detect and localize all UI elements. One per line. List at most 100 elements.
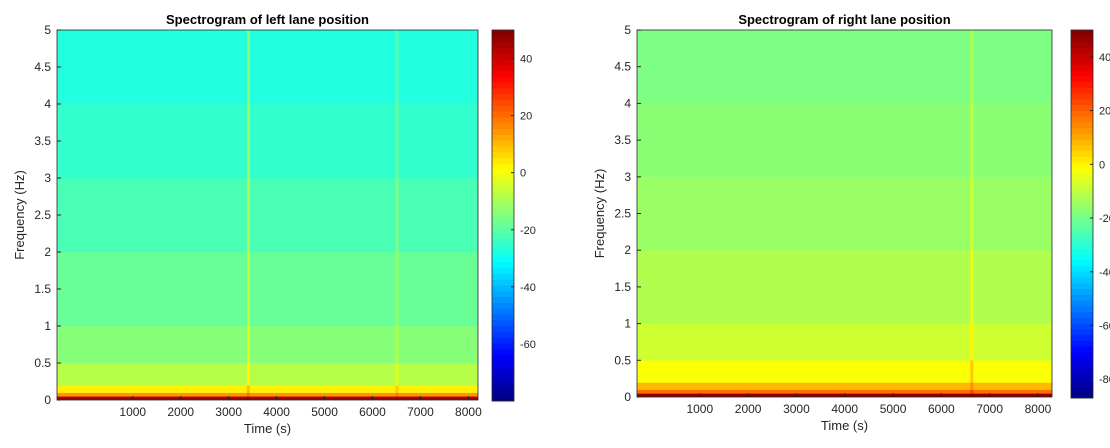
y-tick-label: 0 <box>624 390 631 404</box>
colorbar-swatch <box>492 192 514 199</box>
colorbar-swatch <box>1071 81 1093 88</box>
heatmap-cell <box>249 363 396 386</box>
colorbar-swatch <box>492 111 514 118</box>
colorbar-swatch <box>1071 248 1093 255</box>
heatmap-cell <box>246 385 251 393</box>
colorbar-swatch <box>492 325 514 332</box>
colorbar-box <box>491 29 515 402</box>
colorbar-swatch <box>492 261 514 269</box>
colorbar-swatch <box>1071 162 1093 169</box>
colorbar-swatch <box>1071 122 1093 129</box>
colorbar-swatch <box>492 360 514 367</box>
heatmap-cell <box>637 382 971 390</box>
colorbar-swatch <box>492 30 514 37</box>
heatmap-cell <box>249 396 396 400</box>
colorbar-swatch <box>1071 202 1093 209</box>
colorbar-swatch <box>492 116 514 124</box>
heatmap-cell <box>57 396 248 400</box>
heatmap-cell <box>973 30 1052 104</box>
colorbar-swatch <box>1071 323 1093 330</box>
heatmap-cell <box>973 382 1052 390</box>
colorbar-swatch <box>1071 30 1093 37</box>
colorbar-swatch <box>1071 283 1093 290</box>
heatmap-cell <box>395 392 399 397</box>
colorbar-swatch <box>1071 70 1093 77</box>
x-tick-label: 3000 <box>783 402 810 416</box>
x-tick-label: 7000 <box>407 405 434 419</box>
heatmap-cell <box>973 323 1052 361</box>
colorbar-swatch <box>1071 47 1093 54</box>
colorbar-swatch <box>1071 53 1093 60</box>
colorbar-swatch <box>492 47 514 54</box>
colorbar-swatch <box>1071 133 1093 140</box>
colorbar-swatch <box>1071 179 1093 186</box>
x-axis-label: Time (s) <box>821 418 868 433</box>
colorbar-swatch <box>492 395 514 402</box>
colorbar-swatch <box>492 383 514 390</box>
colorbar-swatch <box>1071 127 1093 134</box>
colorbar-swatch <box>492 157 514 164</box>
x-tick-label: 4000 <box>831 402 858 416</box>
colorbar-tick-label: -60 <box>520 339 536 351</box>
heatmap-cell <box>246 396 251 400</box>
colorbar-swatch <box>1071 334 1093 341</box>
colorbar-swatch <box>492 145 514 153</box>
x-tick-label: 8000 <box>455 405 482 419</box>
heatmap-cell <box>246 392 251 397</box>
colorbar-swatch <box>492 372 514 379</box>
colorbar-swatch <box>1071 116 1093 123</box>
heatmap-cell <box>57 252 248 327</box>
heatmap-cell <box>249 385 396 393</box>
colorbar-tick-label: 0 <box>520 168 526 180</box>
colorbar-swatch <box>1071 306 1093 313</box>
heatmap-cell <box>637 389 971 394</box>
heatmap-cell <box>57 178 248 253</box>
colorbar-swatch <box>492 41 514 48</box>
heatmap-cell <box>395 396 399 400</box>
x-axis-label: Time (s) <box>244 421 291 436</box>
heatmap-cell <box>970 176 974 251</box>
colorbar-swatch <box>492 105 514 112</box>
heatmap-cell <box>246 178 251 253</box>
heatmap-cell <box>970 323 974 361</box>
heatmap-cell <box>57 385 248 393</box>
colorbar-swatch <box>492 76 514 83</box>
colorbar-swatch <box>1071 294 1093 301</box>
colorbar-swatch <box>492 256 514 263</box>
colorbar-swatch <box>1071 300 1093 307</box>
y-tick-label: 2 <box>624 243 631 257</box>
y-tick-label: 3.5 <box>34 134 51 148</box>
y-tick-label: 3 <box>624 170 631 184</box>
colorbar-swatch <box>1071 329 1093 336</box>
colorbar-swatch <box>1071 231 1093 238</box>
heatmap-cell <box>970 103 974 178</box>
colorbar-swatch <box>492 337 514 344</box>
y-tick-label: 4.5 <box>34 60 51 74</box>
y-tick-label: 2 <box>44 245 51 259</box>
colorbar-swatch <box>492 319 514 327</box>
heatmap-cell <box>970 382 974 390</box>
colorbar-swatch <box>492 99 514 106</box>
heatmap-cell <box>57 104 248 179</box>
colorbar-swatch <box>492 366 514 373</box>
heatmap-cell <box>246 30 251 105</box>
colorbar-swatch <box>492 285 514 292</box>
colorbar-swatch <box>1071 392 1093 399</box>
colorbar-swatch <box>1071 288 1093 295</box>
heatmap-cell <box>398 392 478 397</box>
colorbar-swatch <box>492 238 514 245</box>
heatmap-cell <box>395 178 399 253</box>
colorbar-swatch <box>1071 214 1093 221</box>
heatmap-cell <box>246 104 251 179</box>
heatmap-cell <box>249 178 396 253</box>
y-tick-label: 5 <box>624 23 631 37</box>
heatmap-cell <box>249 104 396 179</box>
colorbar-swatch <box>1071 369 1093 376</box>
y-tick-label: 4 <box>44 97 51 111</box>
heatmap-cell <box>637 103 971 178</box>
colorbar-swatch <box>492 134 514 141</box>
colorbar-swatch <box>1071 64 1093 71</box>
colorbar-swatch <box>492 198 514 205</box>
colorbar-swatch <box>492 389 514 396</box>
colorbar-tick-label: -80 <box>1099 374 1110 386</box>
